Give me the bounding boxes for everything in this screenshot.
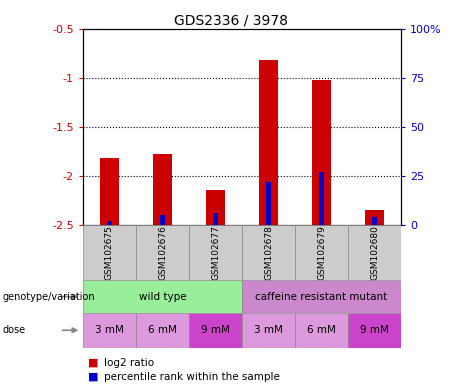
Bar — [206, 190, 225, 225]
Bar — [189, 313, 242, 348]
Text: GSM102678: GSM102678 — [264, 225, 273, 280]
Bar — [136, 225, 189, 280]
Text: ■: ■ — [88, 358, 98, 368]
Bar — [83, 280, 242, 313]
Bar — [242, 313, 295, 348]
Text: genotype/variation: genotype/variation — [2, 291, 95, 302]
Text: GSM102679: GSM102679 — [317, 225, 326, 280]
Bar — [348, 313, 401, 348]
Bar — [372, 217, 377, 225]
Bar — [242, 225, 295, 280]
Text: dose: dose — [2, 325, 25, 335]
Text: 3 mM: 3 mM — [95, 325, 124, 335]
Text: 9 mM: 9 mM — [360, 325, 389, 335]
Bar — [107, 221, 112, 225]
Bar — [259, 60, 278, 225]
Bar — [213, 213, 218, 225]
Text: GSM102677: GSM102677 — [211, 225, 220, 280]
Bar — [83, 225, 136, 280]
Bar — [242, 280, 401, 313]
Bar — [136, 313, 189, 348]
Text: GSM102675: GSM102675 — [105, 225, 114, 280]
Bar — [189, 225, 242, 280]
Text: 3 mM: 3 mM — [254, 325, 283, 335]
Bar — [266, 182, 271, 225]
Bar — [348, 225, 401, 280]
Bar — [319, 172, 324, 225]
Text: GSM102676: GSM102676 — [158, 225, 167, 280]
Text: wild type: wild type — [139, 291, 186, 302]
Bar — [312, 80, 331, 225]
Text: 6 mM: 6 mM — [307, 325, 336, 335]
Bar — [365, 210, 384, 225]
Text: log2 ratio: log2 ratio — [104, 358, 154, 368]
Text: GDS2336 / 3978: GDS2336 / 3978 — [173, 13, 288, 27]
Text: 6 mM: 6 mM — [148, 325, 177, 335]
Text: percentile rank within the sample: percentile rank within the sample — [104, 372, 280, 382]
Text: 9 mM: 9 mM — [201, 325, 230, 335]
Text: GSM102680: GSM102680 — [370, 225, 379, 280]
Bar — [83, 313, 136, 348]
Text: ■: ■ — [88, 372, 98, 382]
Bar — [160, 215, 165, 225]
Text: caffeine resistant mutant: caffeine resistant mutant — [255, 291, 388, 302]
Bar — [100, 158, 119, 225]
Bar — [153, 154, 172, 225]
Bar — [295, 225, 348, 280]
Bar — [295, 313, 348, 348]
